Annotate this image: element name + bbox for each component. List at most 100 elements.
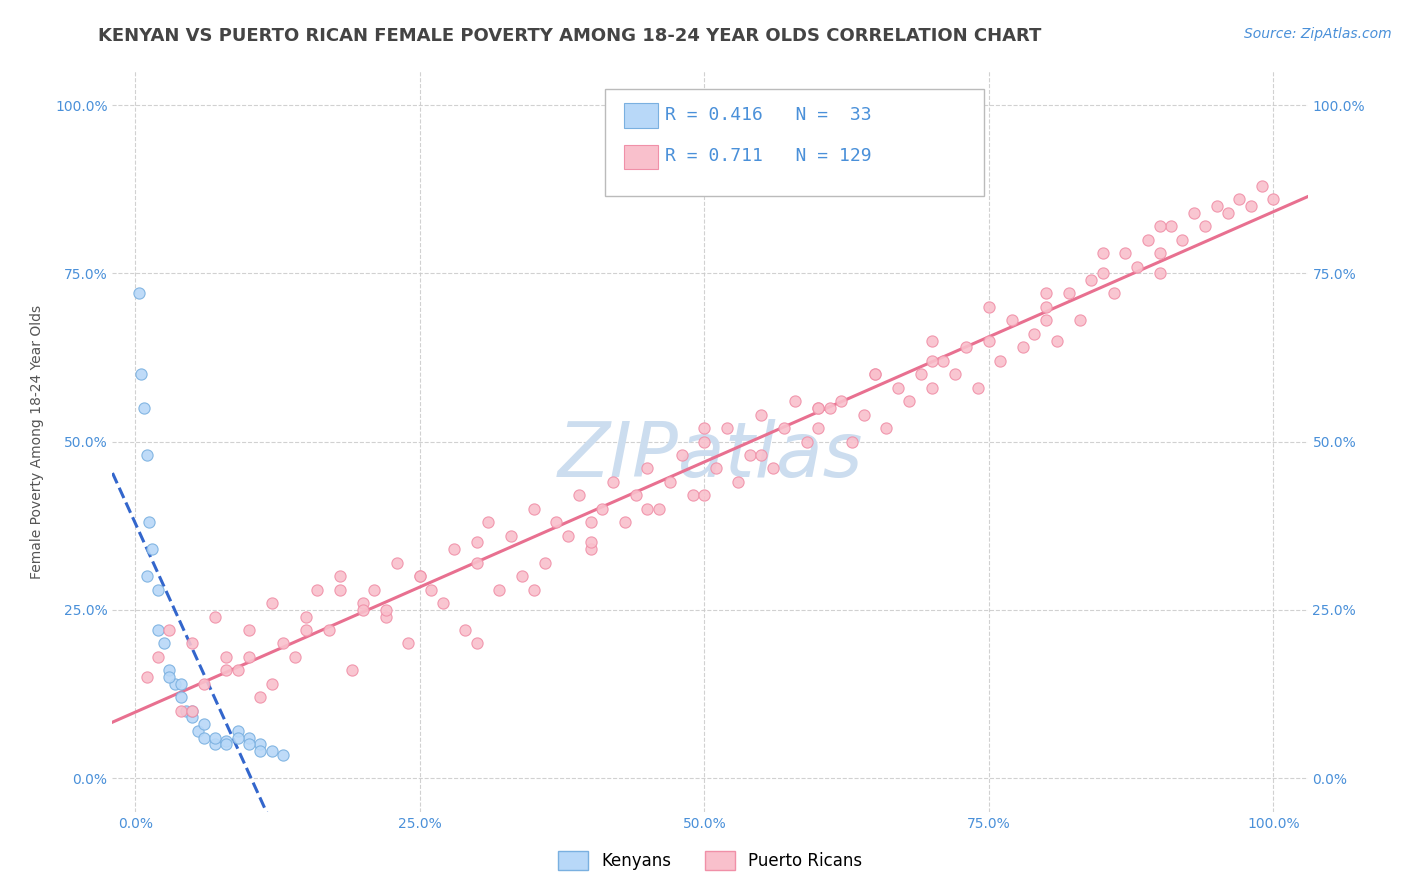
Point — [1102, 286, 1125, 301]
Text: Source: ZipAtlas.com: Source: ZipAtlas.com — [1244, 27, 1392, 41]
Point — [238, 623, 260, 637]
Point — [704, 461, 727, 475]
Y-axis label: Female Poverty Among 18-24 Year Olds: Female Poverty Among 18-24 Year Olds — [30, 304, 44, 579]
Point — [396, 636, 419, 650]
Point — [921, 353, 943, 368]
Point — [176, 704, 198, 718]
Point — [204, 731, 226, 745]
Point — [898, 394, 921, 409]
Point — [807, 401, 830, 415]
Point — [943, 368, 966, 382]
Point — [579, 516, 602, 530]
Point — [510, 569, 533, 583]
Point — [875, 421, 897, 435]
Point — [591, 501, 613, 516]
Point — [887, 381, 910, 395]
Point — [260, 744, 283, 758]
Point — [193, 677, 215, 691]
Point — [1046, 334, 1069, 348]
Point — [181, 704, 204, 718]
Point — [546, 516, 568, 530]
Point — [1160, 219, 1182, 234]
Point — [488, 582, 510, 597]
Point — [807, 401, 830, 415]
Point — [636, 461, 658, 475]
Point — [165, 677, 187, 691]
Point — [1149, 266, 1171, 280]
Point — [762, 461, 785, 475]
Point — [499, 529, 522, 543]
Point — [226, 664, 249, 678]
Point — [181, 636, 204, 650]
Point — [135, 448, 157, 462]
Point — [738, 448, 761, 462]
Text: R = 0.416   N =  33: R = 0.416 N = 33 — [665, 106, 872, 124]
Point — [352, 596, 374, 610]
Point — [1149, 246, 1171, 260]
Point — [170, 704, 193, 718]
Point — [295, 623, 318, 637]
Point — [135, 670, 157, 684]
Point — [443, 542, 465, 557]
Point — [932, 353, 955, 368]
Point — [271, 747, 294, 762]
Point — [1216, 205, 1239, 219]
Point — [238, 738, 260, 752]
Point — [807, 421, 830, 435]
Point — [141, 542, 163, 557]
Point — [260, 596, 283, 610]
Point — [329, 582, 352, 597]
Point — [1263, 192, 1285, 206]
Point — [863, 368, 886, 382]
Point — [716, 421, 738, 435]
Point — [910, 368, 932, 382]
Point — [921, 381, 943, 395]
Point — [352, 603, 374, 617]
Point — [955, 340, 977, 354]
Point — [636, 501, 658, 516]
Point — [226, 731, 249, 745]
Point — [977, 300, 1000, 314]
Point — [1091, 246, 1114, 260]
Point — [1171, 233, 1194, 247]
Point — [1227, 192, 1250, 206]
Point — [988, 353, 1011, 368]
Point — [977, 334, 1000, 348]
Point — [170, 677, 193, 691]
Point — [579, 542, 602, 557]
Point — [329, 569, 352, 583]
Point — [773, 421, 796, 435]
Point — [1080, 273, 1102, 287]
Point — [454, 623, 477, 637]
Point — [157, 623, 180, 637]
Point — [284, 649, 307, 664]
Point — [1069, 313, 1091, 327]
Point — [841, 434, 863, 449]
Point — [409, 569, 432, 583]
Point — [523, 582, 546, 597]
Point — [318, 623, 340, 637]
Point — [1057, 286, 1080, 301]
Point — [1149, 219, 1171, 234]
Point — [134, 401, 156, 415]
Point — [1251, 178, 1274, 193]
Point — [181, 710, 204, 724]
Point — [1001, 313, 1024, 327]
Point — [830, 394, 852, 409]
Point — [215, 649, 238, 664]
Text: KENYAN VS PUERTO RICAN FEMALE POVERTY AMONG 18-24 YEAR OLDS CORRELATION CHART: KENYAN VS PUERTO RICAN FEMALE POVERTY AM… — [98, 27, 1042, 45]
Point — [921, 334, 943, 348]
Point — [1024, 326, 1046, 341]
Point — [146, 623, 169, 637]
Point — [465, 556, 488, 570]
Point — [671, 448, 693, 462]
Point — [146, 582, 169, 597]
Point — [693, 421, 716, 435]
Text: R = 0.711   N = 129: R = 0.711 N = 129 — [665, 147, 872, 165]
Point — [1012, 340, 1035, 354]
Point — [374, 603, 396, 617]
Point — [238, 649, 260, 664]
Point — [157, 664, 180, 678]
Point — [465, 636, 488, 650]
Point — [852, 408, 875, 422]
